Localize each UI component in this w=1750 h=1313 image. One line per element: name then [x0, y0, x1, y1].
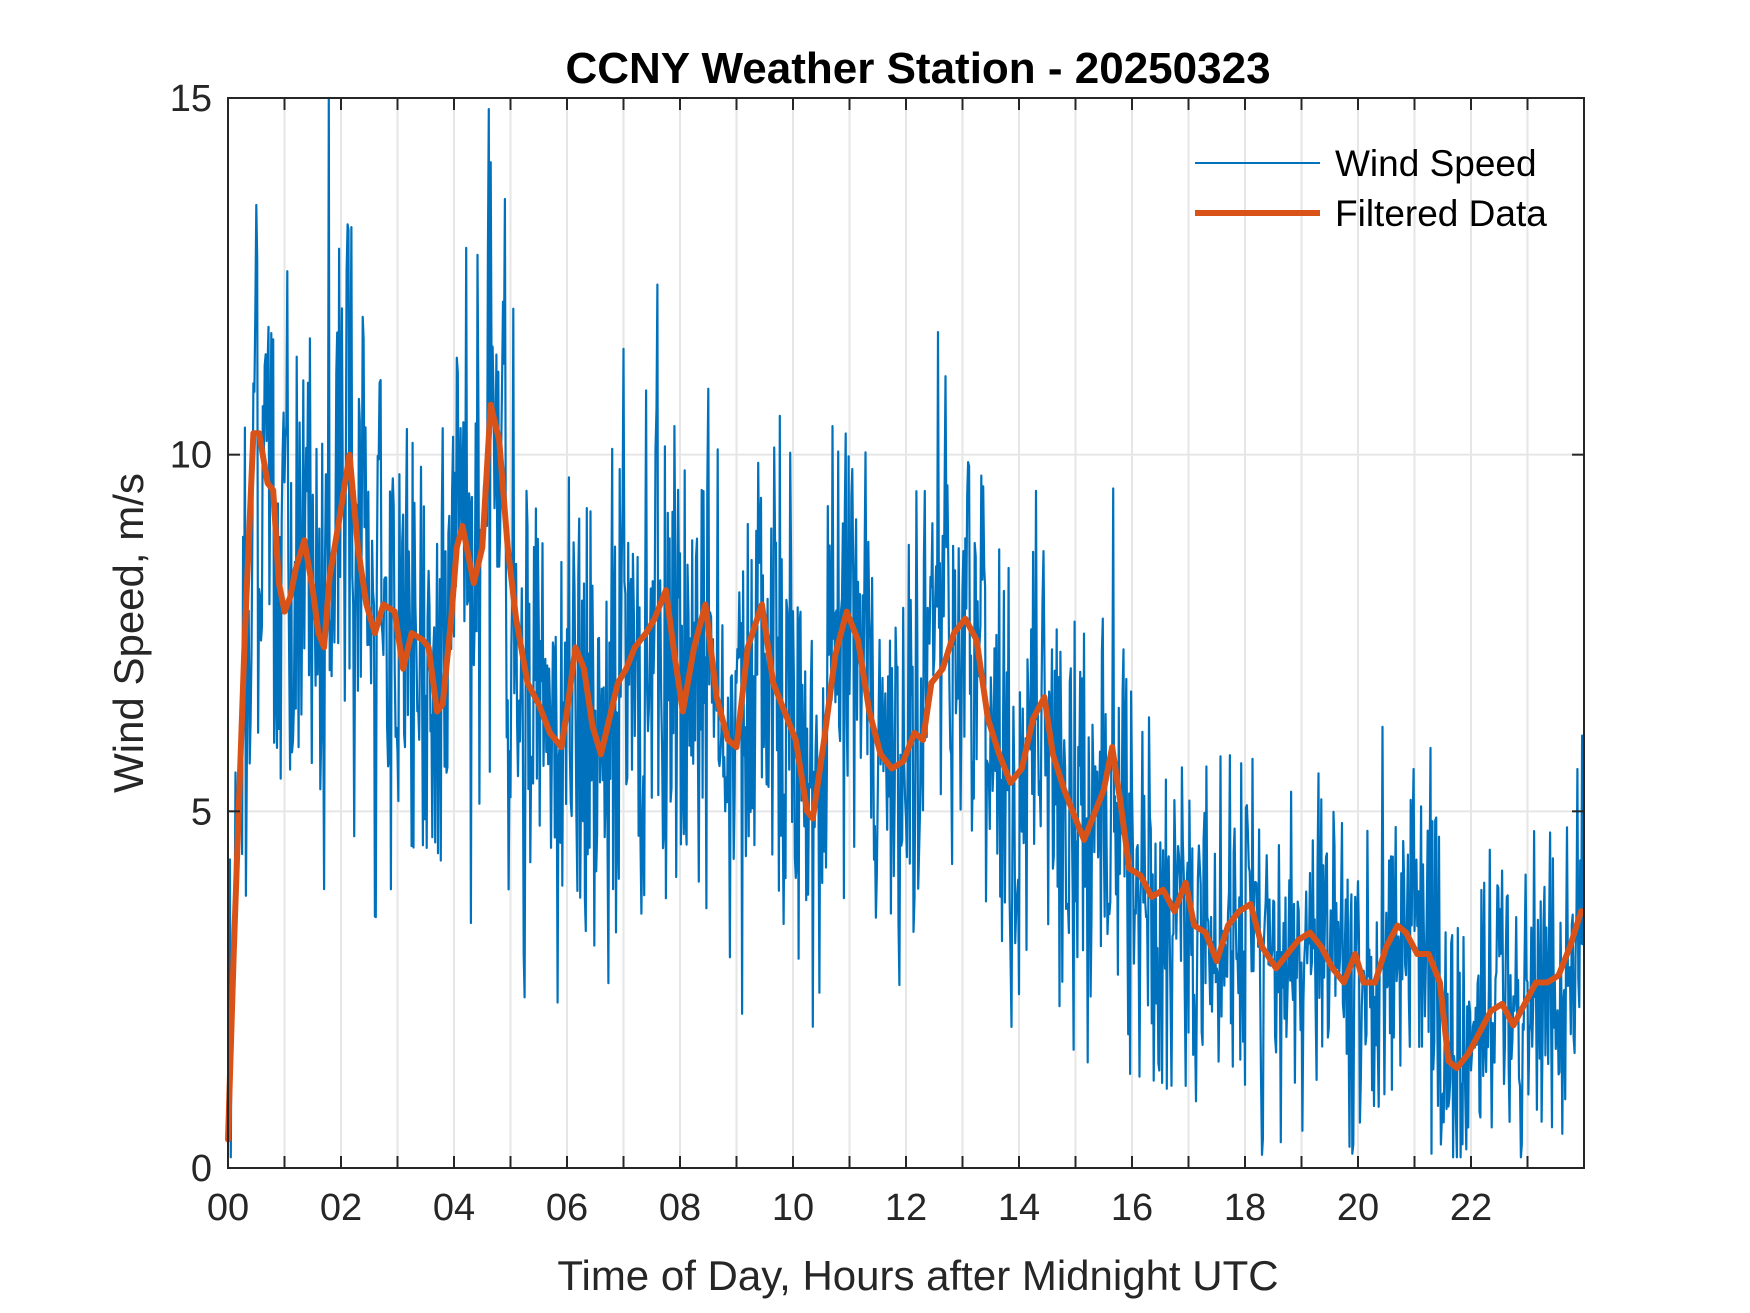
x-tick-label: 12 — [885, 1187, 927, 1229]
x-tick-label: 08 — [659, 1187, 701, 1229]
x-tick-label: 04 — [433, 1187, 475, 1229]
legend: Wind Speed Filtered Data — [1195, 143, 1547, 234]
legend-label-filtered-data: Filtered Data — [1335, 193, 1547, 234]
axes — [227, 97, 1585, 1169]
y-tick-label: 5 — [191, 791, 212, 833]
series-filtered-data-line — [225, 401, 1585, 1143]
legend-label-wind-speed: Wind Speed — [1335, 143, 1537, 184]
x-tick-label: 14 — [998, 1187, 1040, 1229]
x-tick-label: 22 — [1450, 1187, 1492, 1229]
x-tick-label: 20 — [1337, 1187, 1379, 1229]
x-tick-label: 00 — [207, 1187, 249, 1229]
x-tick-label: 18 — [1224, 1187, 1266, 1229]
chart-title: CCNY Weather Station - 20250323 — [565, 44, 1270, 93]
x-tick-label: 06 — [546, 1187, 588, 1229]
tick-labels: 00 02 04 06 08 10 12 14 16 18 20 22 0 5 10 15 — [170, 78, 1492, 1229]
y-tick-label: 10 — [170, 435, 212, 477]
x-axis-label: Time of Day, Hours after Midnight UTC — [557, 1252, 1278, 1299]
x-tick-label: 02 — [320, 1187, 362, 1229]
x-tick-label: 10 — [772, 1187, 814, 1229]
y-tick-label: 0 — [191, 1148, 212, 1190]
y-axis-label: Wind Speed, m/s — [105, 473, 152, 793]
y-tick-label: 15 — [170, 78, 212, 120]
series-layer — [225, 96, 1585, 1159]
x-tick-label: 16 — [1111, 1187, 1153, 1229]
